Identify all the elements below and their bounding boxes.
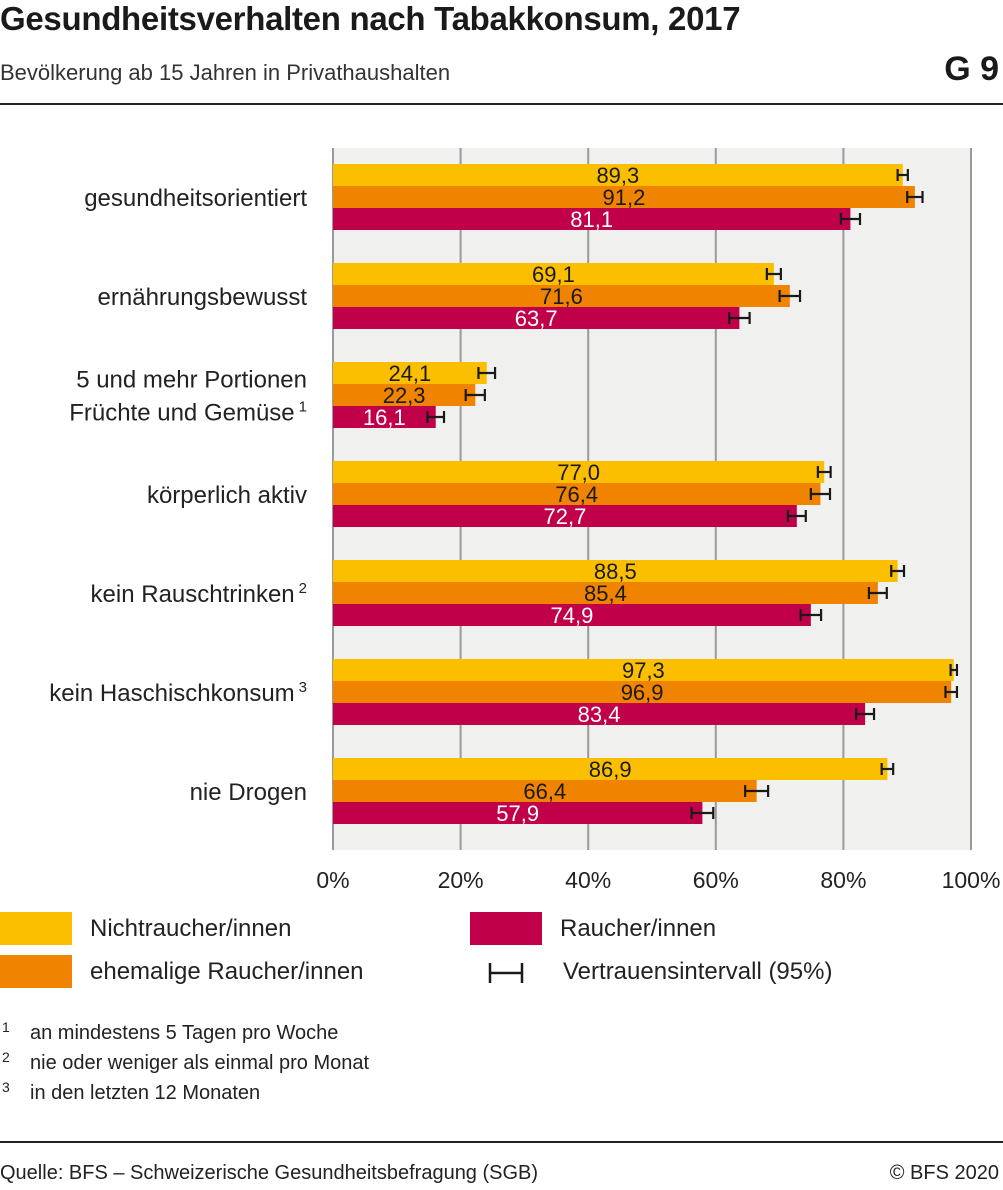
- bar: [333, 362, 487, 384]
- data-label: 91,2: [603, 185, 646, 210]
- data-label: 77,0: [557, 460, 600, 485]
- data-label: 72,7: [543, 504, 586, 529]
- bar: [333, 604, 811, 626]
- footnote-marker: 2: [299, 580, 307, 597]
- bar: [333, 758, 888, 780]
- data-label: 83,4: [578, 702, 621, 727]
- footnote-1-text: an mindestens 5 Tagen pro Woche: [30, 1022, 339, 1044]
- bar: [333, 483, 821, 505]
- bar: [333, 307, 740, 329]
- x-tick-label: 100%: [942, 867, 1001, 890]
- category-label: körperlich aktiv: [147, 482, 307, 509]
- legend-label-ci: Vertrauensintervall (95%): [563, 958, 833, 985]
- x-tick-label: 0%: [316, 867, 349, 890]
- data-label: 63,7: [515, 306, 558, 331]
- data-label: 24,1: [388, 361, 431, 386]
- data-label: 85,4: [584, 581, 627, 606]
- header-rule: [0, 103, 1003, 105]
- bar: [333, 461, 825, 483]
- chart-title: Gesundheitsverhalten nach Tabakkonsum, 2…: [0, 0, 741, 37]
- data-label: 96,9: [621, 680, 664, 705]
- figure-id: G 9: [944, 50, 999, 88]
- legend-label-ehemalige: ehemalige Raucher/innen: [90, 958, 364, 985]
- category-label: 5 und mehr Portionen: [76, 367, 307, 394]
- bar-chart: 0% 20% 40% 60% 80% 100% 89,391,281,1 gesundheit…: [49, 148, 1001, 890]
- category-label: kein Haschischkonsum 3: [49, 679, 307, 707]
- data-label: 57,9: [496, 801, 539, 826]
- bar: [333, 560, 898, 582]
- bar: [333, 802, 703, 824]
- bar: [333, 164, 903, 186]
- bar: [333, 285, 790, 307]
- data-label: 88,5: [594, 559, 637, 584]
- category-label: Früchte und Gemüse 1: [69, 399, 307, 427]
- bar: [333, 703, 866, 725]
- footnote-2-number: 2: [2, 1049, 10, 1065]
- legend-swatch-ehemalige: [0, 955, 72, 988]
- bar: [333, 681, 952, 703]
- footnote-1-number: 1: [2, 1019, 10, 1035]
- footnote-marker: 1: [299, 399, 307, 416]
- category-label: gesundheitsorientiert: [84, 185, 307, 212]
- category-label: nie Drogen: [190, 779, 307, 806]
- data-label: 71,6: [540, 284, 583, 309]
- bar: [333, 780, 757, 802]
- footnote-marker: 3: [299, 679, 307, 696]
- x-tick-label: 60%: [693, 867, 739, 890]
- data-label: 97,3: [622, 658, 665, 683]
- category-label: kein Rauschtrinken 2: [91, 580, 307, 608]
- data-label: 69,1: [532, 262, 575, 287]
- footnote-3-text: in den letzten 12 Monaten: [30, 1082, 261, 1104]
- data-label: 16,1: [363, 405, 406, 430]
- bar: [333, 505, 797, 527]
- bar: [333, 263, 774, 285]
- x-tick-label: 40%: [565, 867, 611, 890]
- data-label: 81,1: [570, 207, 613, 232]
- x-tick-label: 20%: [438, 867, 484, 890]
- legend-label-nichtraucher: Nichtraucher/innen: [90, 915, 292, 942]
- data-label: 66,4: [523, 779, 566, 804]
- legend-swatch-nichtraucher: [0, 912, 72, 945]
- data-label: 76,4: [555, 482, 598, 507]
- footer-rule: [0, 1141, 1003, 1143]
- category-label: ernährungsbewusst: [98, 284, 308, 311]
- footnote-2-text: nie oder weniger als einmal pro Monat: [30, 1052, 370, 1074]
- source-note: Quelle: BFS – Schweizerische Gesundheits…: [0, 1162, 539, 1184]
- bar: [333, 186, 915, 208]
- footnote-3-number: 3: [2, 1079, 10, 1095]
- bar: [333, 384, 476, 406]
- bar: [333, 208, 851, 230]
- legend-label-raucher: Raucher/innen: [560, 915, 717, 942]
- copyright: © BFS 2020: [889, 1162, 999, 1184]
- bar: [333, 659, 954, 681]
- legend-swatch-raucher: [470, 912, 542, 945]
- data-label: 74,9: [551, 603, 594, 628]
- confidence-interval-icon: [488, 963, 524, 983]
- data-label: 22,3: [383, 383, 426, 408]
- data-label: 89,3: [596, 163, 639, 188]
- bar: [333, 582, 878, 604]
- data-label: 86,9: [589, 757, 632, 782]
- chart-subtitle: Bevölkerung ab 15 Jahren in Privathausha…: [0, 60, 451, 85]
- bar: [333, 406, 436, 428]
- x-tick-label: 80%: [820, 867, 866, 890]
